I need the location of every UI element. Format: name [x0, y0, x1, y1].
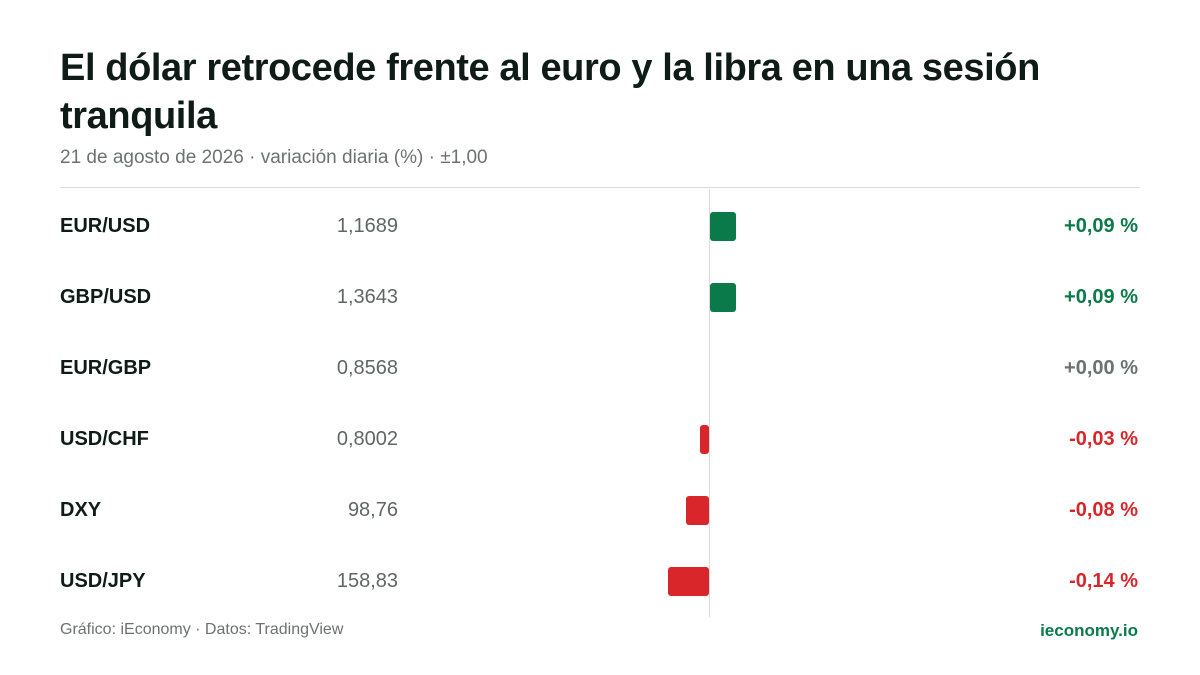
bar	[710, 283, 737, 312]
change-label: +0,09 %	[1064, 215, 1138, 237]
price-value: 158,83	[336, 570, 398, 592]
price-value: 1,1689	[336, 215, 398, 237]
pair-label: USD/JPY	[60, 570, 146, 592]
chart-title: El dólar retrocede frente al euro y la l…	[60, 47, 1040, 137]
pair-label: GBP/USD	[60, 286, 152, 308]
zero-axis-line	[709, 189, 710, 617]
table-row: EUR/GBP 0,8568 +0,00 %	[60, 333, 1140, 404]
bar	[685, 496, 709, 525]
pair-label: EUR/USD	[60, 215, 151, 237]
change-label: +0,09 %	[1064, 286, 1138, 308]
change-label: -0,08 %	[1069, 499, 1138, 521]
table-row: USD/CHF 0,8002 -0,03 %	[60, 404, 1140, 475]
brand-link[interactable]: ieconomy.io	[1040, 621, 1138, 640]
footer-credit: Gráfico: iEconomy · Datos: TradingView	[60, 621, 344, 638]
table-row: GBP/USD 1,3643 +0,09 %	[60, 262, 1140, 333]
header-divider	[60, 187, 1140, 188]
table-row: USD/JPY 158,83 -0,14 %	[60, 546, 1140, 617]
chart-subtitle: 21 de agosto de 2026 · variación diaria …	[60, 147, 488, 168]
change-label: -0,03 %	[1069, 428, 1138, 450]
change-label: +0,00 %	[1064, 357, 1138, 379]
pair-label: USD/CHF	[60, 428, 149, 450]
price-value: 98,76	[347, 499, 398, 521]
price-value: 0,8568	[336, 357, 398, 379]
pair-label: EUR/GBP	[60, 357, 152, 379]
price-value: 1,3643	[336, 286, 398, 308]
table-row: EUR/USD 1,1689 +0,09 %	[60, 191, 1140, 262]
price-value: 0,8002	[336, 428, 398, 450]
change-label: -0,14 %	[1069, 570, 1138, 592]
bar	[700, 425, 709, 454]
bar	[710, 212, 737, 241]
pair-label: DXY	[60, 499, 102, 521]
bar	[668, 567, 709, 596]
table-row: DXY 98,76 -0,08 %	[60, 475, 1140, 546]
